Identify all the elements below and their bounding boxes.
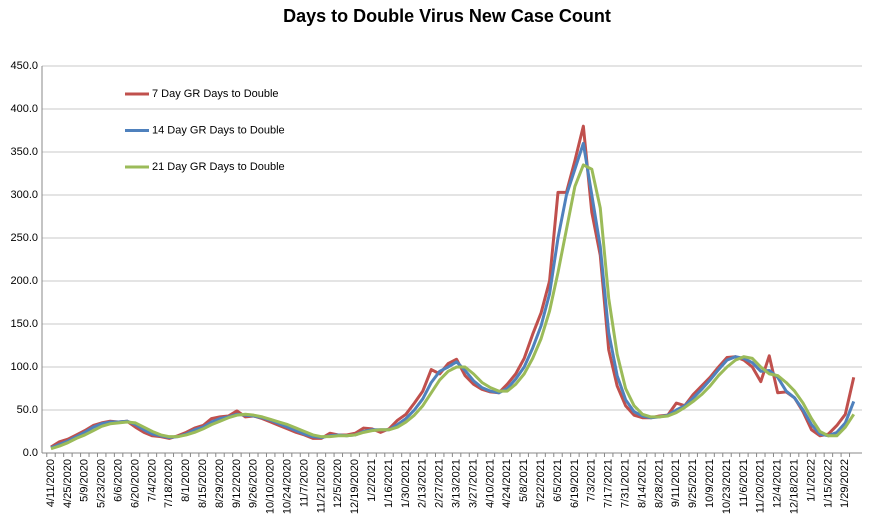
y-tick-label: 0.0: [23, 447, 38, 459]
x-tick-label: 7/31/2021: [620, 459, 632, 508]
x-tick-label: 11/21/2020: [315, 459, 327, 513]
x-tick-label: 9/12/2020: [231, 459, 243, 508]
y-tick-label: 150.0: [10, 318, 38, 330]
x-tick-label: 6/5/2021: [552, 459, 564, 502]
legend-label: 14 Day GR Days to Double: [152, 124, 285, 136]
x-tick-label: 8/28/2021: [653, 459, 665, 508]
x-tick-label: 4/11/2020: [45, 459, 57, 507]
x-tick-label: 8/29/2020: [214, 459, 226, 508]
y-tick-label: 300.0: [10, 189, 38, 201]
y-tick-label: 200.0: [10, 275, 38, 287]
x-tick-label: 12/4/2021: [772, 459, 784, 508]
x-tick-label: 10/23/2021: [721, 459, 733, 514]
x-tick-label: 6/6/2020: [113, 459, 125, 502]
series-line: [50, 124, 856, 449]
x-tick-label: 2/13/2021: [417, 459, 429, 508]
x-tick-label: 11/20/2021: [755, 459, 767, 513]
x-tick-label: 1/30/2021: [400, 459, 412, 508]
x-tick-label: 8/15/2020: [197, 459, 209, 508]
x-tick-label: 11/7/2020: [298, 459, 310, 507]
x-tick-label: 10/24/2020: [282, 459, 294, 514]
x-tick-label: 9/26/2020: [248, 459, 260, 508]
y-tick-label: 450.0: [10, 60, 38, 72]
x-tick-label: 12/18/2021: [789, 459, 801, 514]
x-tick-label: 9/11/2021: [670, 459, 682, 507]
x-tick-label: 1/29/2022: [839, 459, 851, 508]
x-tick-label: 1/16/2021: [383, 459, 395, 508]
y-tick-label: 250.0: [10, 232, 38, 244]
x-tick-label: 12/5/2020: [332, 459, 344, 508]
x-tick-label: 11/6/2021: [738, 459, 750, 507]
x-tick-label: 10/9/2021: [704, 459, 716, 508]
x-tick-label: 7/3/2021: [586, 459, 598, 502]
y-tick-label: 350.0: [10, 146, 38, 158]
x-tick-label: 3/13/2021: [451, 459, 463, 508]
x-tick-label: 8/1/2020: [180, 459, 192, 502]
series-line: [50, 141, 856, 450]
series-line: [50, 163, 856, 451]
x-tick-label: 4/24/2021: [501, 459, 513, 508]
x-tick-label: 5/22/2021: [535, 459, 547, 508]
x-tick-label: 1/1/2022: [805, 459, 817, 502]
x-tick-label: 4/25/2020: [62, 459, 74, 508]
x-tick-label: 10/10/2020: [265, 459, 277, 514]
x-tick-label: 5/23/2020: [96, 459, 108, 508]
x-tick-label: 7/17/2021: [603, 459, 615, 508]
x-tick-label: 8/14/2021: [636, 459, 648, 508]
x-tick-label: 1/15/2022: [822, 459, 834, 508]
x-tick-label: 3/27/2021: [467, 459, 479, 508]
x-tick-label: 9/25/2021: [687, 459, 699, 508]
x-tick-label: 4/10/2021: [484, 459, 496, 508]
x-tick-label: 6/20/2020: [129, 459, 141, 508]
x-tick-label: 7/4/2020: [146, 459, 158, 502]
x-tick-label: 1/2/2021: [366, 459, 378, 502]
y-tick-label: 100.0: [10, 361, 38, 373]
y-tick-label: 50.0: [17, 404, 38, 416]
x-tick-label: 2/27/2021: [434, 459, 446, 508]
x-tick-label: 5/9/2020: [79, 459, 91, 502]
legend-label: 21 Day GR Days to Double: [152, 161, 285, 173]
legend-label: 7 Day GR Days to Double: [152, 88, 279, 100]
x-tick-label: 6/19/2021: [569, 459, 581, 508]
x-tick-label: 12/19/2020: [349, 459, 361, 514]
x-tick-label: 5/8/2021: [518, 459, 530, 502]
y-tick-label: 400.0: [10, 103, 38, 115]
x-tick-label: 7/18/2020: [163, 459, 175, 508]
chart-title: Days to Double Virus New Case Count: [283, 6, 611, 26]
